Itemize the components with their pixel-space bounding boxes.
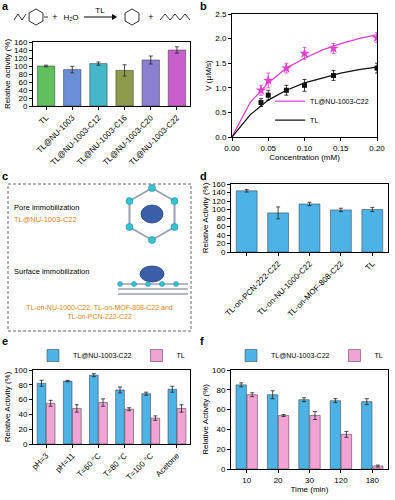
svg-text:Concentration (mM): Concentration (mM) <box>269 153 340 162</box>
svg-text:pH=3: pH=3 <box>30 451 50 471</box>
svg-text:TL@NU-1003-C22: TL@NU-1003-C22 <box>128 113 182 167</box>
svg-text:80: 80 <box>18 70 27 79</box>
svg-text:40: 40 <box>18 410 27 419</box>
svg-text:TL@NU-1003-C16: TL@NU-1003-C16 <box>75 113 129 167</box>
svg-text:20: 20 <box>216 445 225 454</box>
svg-text:T=100 °C: T=100 °C <box>125 451 156 482</box>
svg-text:TL: TL <box>310 117 318 124</box>
svg-text:+: + <box>148 12 153 22</box>
svg-text:Acetone: Acetone <box>154 451 182 479</box>
html-text:c: c <box>2 170 9 182</box>
svg-text:Surface immobilization: Surface immobilization <box>14 267 89 276</box>
html-text:d: d <box>200 170 207 182</box>
svg-text:100: 100 <box>212 366 226 375</box>
svg-text:60: 60 <box>216 405 225 414</box>
svg-text:Pore immobilization: Pore immobilization <box>14 203 79 212</box>
svg-text:TL@NU-1003-C12: TL@NU-1003-C12 <box>49 113 103 167</box>
html-text:b: b <box>200 0 207 12</box>
svg-text:V (μM/s): V (μM/s) <box>204 60 213 91</box>
svg-text:Time (min): Time (min) <box>291 485 329 494</box>
svg-text:2.0: 2.0 <box>215 34 227 43</box>
svg-text:H₂O: H₂O <box>63 13 78 22</box>
svg-text:100: 100 <box>14 62 28 71</box>
svg-text:TL@NU-1003-C22: TL@NU-1003-C22 <box>271 352 330 359</box>
svg-text:20: 20 <box>18 94 27 103</box>
svg-text:TL-on-PCN-222-C22: TL-on-PCN-222-C22 <box>224 259 283 318</box>
svg-text:0: 0 <box>23 102 28 111</box>
svg-text:100: 100 <box>212 205 226 214</box>
svg-text:30: 30 <box>305 476 314 485</box>
svg-text:80: 80 <box>18 381 27 390</box>
svg-text:TL: TL <box>364 259 377 272</box>
svg-text:0.05: 0.05 <box>260 144 276 153</box>
svg-text:2.5: 2.5 <box>215 10 227 19</box>
svg-text:0.20: 0.20 <box>369 144 385 153</box>
svg-text:TL@NU-1003-C22: TL@NU-1003-C22 <box>310 98 369 105</box>
svg-text:40: 40 <box>216 231 225 240</box>
svg-text:120: 120 <box>212 197 226 206</box>
svg-text:140: 140 <box>212 188 226 197</box>
html-text:a: a <box>2 0 9 12</box>
svg-text:TL-on-NU-1000-C22, TL-on-MOF-8: TL-on-NU-1000-C22, TL-on-MOF-808-C22 and <box>26 304 173 311</box>
svg-text:TL@NU-1003-C20: TL@NU-1003-C20 <box>101 113 155 167</box>
svg-text:+: + <box>52 12 57 22</box>
svg-text:0.15: 0.15 <box>333 144 349 153</box>
svg-text:Relative Activity (%): Relative Activity (%) <box>3 371 12 442</box>
svg-text:pH=11: pH=11 <box>54 451 77 474</box>
svg-text:Relative activity (%): Relative activity (%) <box>3 39 12 110</box>
svg-text:100: 100 <box>14 366 28 375</box>
svg-text:20: 20 <box>216 239 225 248</box>
svg-text:TL@NU-1003-C22: TL@NU-1003-C22 <box>14 215 77 224</box>
svg-text:1.0: 1.0 <box>215 84 227 93</box>
svg-text:0.10: 0.10 <box>297 144 313 153</box>
svg-text:60: 60 <box>18 78 27 87</box>
svg-text:TL@NU-1003-C22: TL@NU-1003-C22 <box>73 352 132 359</box>
svg-text:120: 120 <box>14 54 28 63</box>
svg-text:60: 60 <box>18 395 27 404</box>
svg-text:T=80 °C: T=80 °C <box>101 451 128 478</box>
svg-text:80: 80 <box>216 214 225 223</box>
svg-text:40: 40 <box>18 86 27 95</box>
svg-text:TL@NU-1003: TL@NU-1003 <box>35 113 77 155</box>
html-text:f: f <box>200 335 204 347</box>
svg-text:10: 10 <box>242 476 251 485</box>
svg-text:TL: TL <box>95 6 105 15</box>
svg-text:20: 20 <box>18 425 27 434</box>
svg-text:0.5: 0.5 <box>215 108 227 117</box>
svg-text:0: 0 <box>221 465 226 474</box>
svg-text:TL: TL <box>177 352 185 359</box>
svg-text:TL-on-MOF-808-C22: TL-on-MOF-808-C22 <box>286 259 346 319</box>
svg-text:20: 20 <box>274 476 283 485</box>
svg-text:160: 160 <box>212 180 226 189</box>
svg-text:140: 140 <box>14 46 28 55</box>
svg-text:120: 120 <box>334 476 348 485</box>
svg-text:Relative Activity (%): Relative Activity (%) <box>201 384 210 455</box>
svg-text:40: 40 <box>216 425 225 434</box>
svg-text:TL: TL <box>37 113 50 126</box>
svg-text:0: 0 <box>221 248 226 257</box>
svg-text:TL-on-PCN-222-C22: TL-on-PCN-222-C22 <box>67 313 132 320</box>
svg-text:0.0: 0.0 <box>215 133 227 142</box>
svg-text:60: 60 <box>216 222 225 231</box>
svg-text:1.5: 1.5 <box>215 59 227 68</box>
svg-text:80: 80 <box>216 386 225 395</box>
svg-text:Relative Activity (%): Relative Activity (%) <box>201 182 210 253</box>
svg-text:T=60 °C: T=60 °C <box>75 451 102 478</box>
svg-text:160: 160 <box>14 38 28 47</box>
svg-text:TL: TL <box>375 352 383 359</box>
svg-text:0.00: 0.00 <box>224 144 240 153</box>
svg-text:180: 180 <box>366 476 380 485</box>
html-text:e: e <box>2 335 9 347</box>
svg-text:TL-on-NU-1000-C22: TL-on-NU-1000-C22 <box>256 259 314 317</box>
svg-text:0: 0 <box>23 440 28 449</box>
